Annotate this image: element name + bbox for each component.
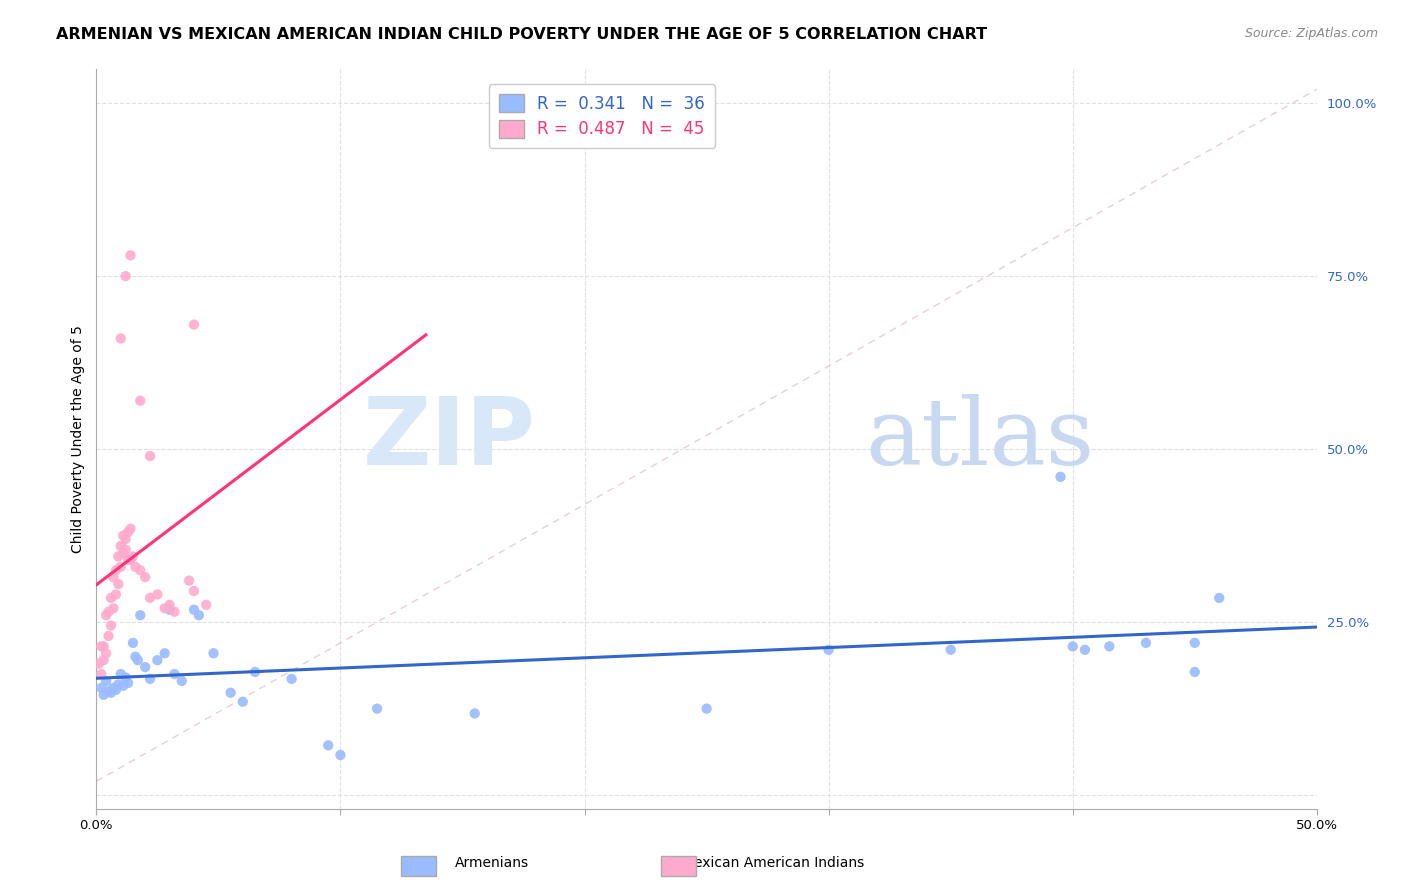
Point <box>122 549 145 564</box>
Point <box>139 591 162 605</box>
Point <box>183 602 205 616</box>
Point <box>129 393 152 408</box>
Point <box>129 563 152 577</box>
Point <box>939 642 962 657</box>
Point <box>97 629 120 643</box>
Point <box>1135 636 1157 650</box>
Point <box>103 601 125 615</box>
Point <box>187 608 209 623</box>
Point <box>112 546 135 560</box>
Text: Mexican American Indians: Mexican American Indians <box>682 855 865 870</box>
Point <box>107 549 129 564</box>
Point <box>146 587 169 601</box>
Point <box>1184 636 1206 650</box>
Point <box>93 653 115 667</box>
Point <box>329 747 352 762</box>
Point <box>1074 642 1097 657</box>
Point <box>107 577 129 591</box>
Point <box>120 522 142 536</box>
Point <box>243 665 266 679</box>
Point <box>94 608 117 623</box>
Point <box>129 608 152 623</box>
Point <box>114 532 136 546</box>
Point <box>103 681 125 695</box>
Point <box>120 248 142 262</box>
Text: atlas: atlas <box>865 393 1094 483</box>
Point <box>464 706 486 721</box>
Point <box>94 673 117 688</box>
Legend: R =  0.341   N =  36, R =  0.487   N =  45: R = 0.341 N = 36, R = 0.487 N = 45 <box>489 84 716 148</box>
Point <box>107 677 129 691</box>
Point <box>139 672 162 686</box>
Point <box>117 676 139 690</box>
Point <box>146 653 169 667</box>
Point <box>163 667 186 681</box>
Point <box>1184 665 1206 679</box>
Point <box>97 605 120 619</box>
Point <box>124 559 146 574</box>
Point <box>114 269 136 284</box>
Point <box>134 660 156 674</box>
Text: ZIP: ZIP <box>363 392 536 484</box>
Point <box>94 646 117 660</box>
Point <box>817 642 839 657</box>
Point <box>104 563 127 577</box>
Point <box>112 679 135 693</box>
Text: Source: ZipAtlas.com: Source: ZipAtlas.com <box>1244 27 1378 40</box>
Point <box>104 682 127 697</box>
Point <box>117 553 139 567</box>
Point <box>112 528 135 542</box>
Point <box>124 649 146 664</box>
Point <box>100 618 122 632</box>
Point <box>110 539 132 553</box>
Point <box>195 598 218 612</box>
Point <box>232 695 254 709</box>
Point <box>114 671 136 685</box>
Text: Armenians: Armenians <box>456 855 529 870</box>
Point <box>134 570 156 584</box>
Point <box>114 542 136 557</box>
Point <box>316 739 339 753</box>
Text: ARMENIAN VS MEXICAN AMERICAN INDIAN CHILD POVERTY UNDER THE AGE OF 5 CORRELATION: ARMENIAN VS MEXICAN AMERICAN INDIAN CHIL… <box>56 27 987 42</box>
Point <box>104 587 127 601</box>
Y-axis label: Child Poverty Under the Age of 5: Child Poverty Under the Age of 5 <box>72 325 86 553</box>
Point <box>117 525 139 540</box>
Point <box>97 684 120 698</box>
Point <box>153 601 176 615</box>
Point <box>1098 640 1121 654</box>
Point <box>110 559 132 574</box>
Point <box>127 653 149 667</box>
Point <box>366 701 388 715</box>
Point <box>202 646 225 660</box>
Point <box>163 605 186 619</box>
Point <box>183 584 205 599</box>
Point <box>110 331 132 345</box>
Point <box>100 686 122 700</box>
Point <box>90 681 112 695</box>
Point <box>110 667 132 681</box>
Point <box>87 657 110 671</box>
Point <box>153 646 176 660</box>
Point <box>120 553 142 567</box>
Point <box>280 672 302 686</box>
Point <box>170 673 193 688</box>
Point <box>1062 640 1084 654</box>
Point <box>179 574 201 588</box>
Point <box>100 591 122 605</box>
Point <box>159 598 181 612</box>
Point <box>1208 591 1230 605</box>
Point <box>93 688 115 702</box>
Point <box>90 667 112 681</box>
Point <box>183 318 205 332</box>
Point <box>696 701 718 715</box>
Point <box>159 602 181 616</box>
Point <box>122 636 145 650</box>
Point <box>219 686 242 700</box>
Point <box>1049 470 1071 484</box>
Point <box>103 570 125 584</box>
Point <box>139 449 162 463</box>
Point <box>93 640 115 654</box>
Point <box>90 640 112 654</box>
